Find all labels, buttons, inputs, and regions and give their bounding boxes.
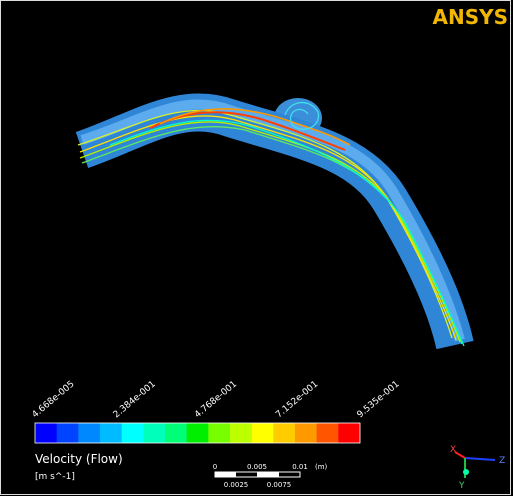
scale-segment [257,472,279,477]
color-band [208,423,230,443]
color-band [252,423,274,443]
z-label: Z [499,456,505,466]
scale-label: 0.01 [292,463,308,471]
x-label: X [450,445,456,455]
color-band [122,423,144,443]
legend-title: Velocity (Flow) [35,452,123,466]
y-label: Y [458,481,465,491]
color-band [100,423,122,443]
color-band [165,423,187,443]
color-band [230,423,252,443]
color-band [338,423,360,443]
color-band [273,423,295,443]
scale-label: 0.005 [247,463,267,471]
legend-unit: [m s^-1] [35,472,75,482]
origin [463,469,469,475]
color-band [78,423,100,443]
scale-segment [215,472,236,477]
scale-label: 0.0025 [224,481,249,489]
scale-label: 0 [213,463,217,471]
color-band [143,423,165,443]
logo: ANSYS [432,5,508,29]
color-band [187,423,209,443]
color-band [57,423,79,443]
color-band [295,423,317,443]
scale-label: 0.0075 [267,481,292,489]
scale-unit: (m) [315,463,328,471]
viewport: ANSYS Velocity (Flow) [m s^-1] 4.668e-00… [0,0,513,496]
color-band [35,423,57,443]
color-band [317,423,339,443]
